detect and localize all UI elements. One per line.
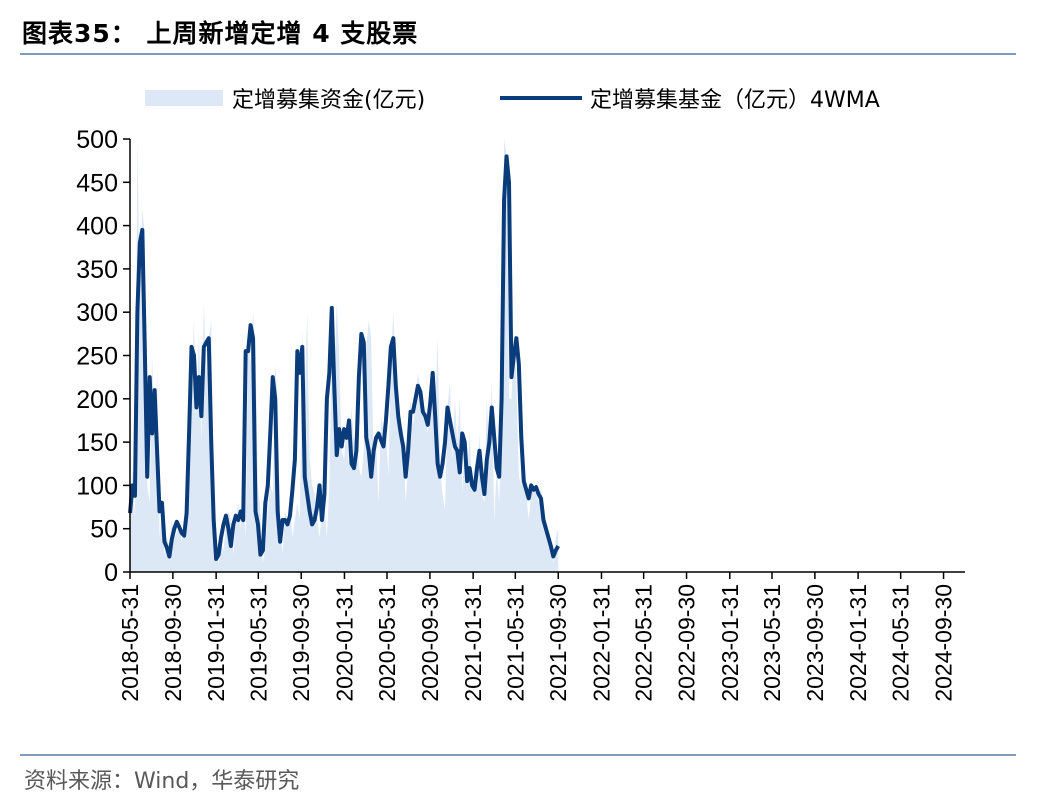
plot-area: 0 50 100 150 200 250 300 350 400 450 500 2018-05-31… [76,126,965,702]
source-note: 资料来源：Wind，华泰研究 [24,769,300,794]
x-tick-label: 2020-09-30 [417,584,443,702]
y-tick-label: 500 [76,126,118,154]
x-tick-label: 2022-05-31 [631,584,657,702]
x-tick-label: 2018-05-31 [117,584,143,702]
y-tick-label: 450 [76,169,118,197]
y-tick-label: 300 [76,299,118,327]
top-rule [20,53,1016,55]
figure-title: 图表35： 上周新增定增 4 支股票 [22,19,419,48]
series-line-4wma [128,154,560,562]
x-tick-label: 2020-01-31 [331,584,357,702]
y-tick-label: 350 [76,256,118,284]
legend-area-swatch [145,90,223,106]
y-tick-label: 400 [76,213,118,241]
y-tick-label: 100 [76,472,118,500]
x-tick-label: 2021-05-31 [502,584,528,702]
series-area-fundraising [130,139,559,572]
x-tick-label: 2019-09-30 [288,584,314,702]
x-tick-label: 2023-01-31 [717,584,743,702]
chart: 定增募集资金(亿元) 定增募集基金（亿元）4WMA 0 50 100 150 200 25… [76,88,965,702]
x-tick-label: 2018-09-30 [160,584,186,702]
x-tick-label: 2024-09-30 [931,584,957,702]
x-tick-label: 2021-09-30 [545,584,571,702]
x-tick-label: 2024-01-31 [845,584,871,702]
x-tick-label: 2021-01-31 [460,584,486,702]
y-tick-label: 150 [76,429,118,457]
y-tick-label: 200 [76,386,118,414]
x-tick-label: 2023-09-30 [802,584,828,702]
legend-area-label: 定增募集资金(亿元) [232,88,425,113]
legend: 定增募集资金(亿元) 定增募集基金（亿元）4WMA [145,88,880,113]
x-tick-label: 2024-05-31 [888,584,914,702]
x-tick-label: 2022-01-31 [588,584,614,702]
bottom-rule [20,754,1016,756]
x-tick-label: 2019-05-31 [245,584,271,702]
x-tick-label: 2023-05-31 [759,584,785,702]
x-tick-label: 2019-01-31 [203,584,229,702]
y-tick-label: 250 [76,343,118,371]
x-tick-label: 2022-09-30 [674,584,700,702]
legend-line-label: 定增募集基金（亿元）4WMA [590,88,880,113]
x-tick-label: 2020-05-31 [374,584,400,702]
y-tick-label: 50 [90,516,118,544]
y-tick-label: 0 [104,559,118,587]
